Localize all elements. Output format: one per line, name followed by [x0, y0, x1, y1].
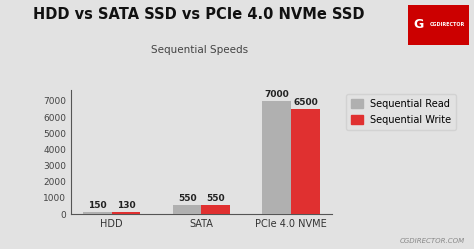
Bar [291, 109, 320, 214]
Text: 6500: 6500 [293, 98, 318, 107]
Text: HDD vs SATA SSD vs PCIe 4.0 NVMe SSD: HDD vs SATA SSD vs PCIe 4.0 NVMe SSD [33, 7, 365, 22]
Bar [173, 205, 201, 214]
Bar [83, 212, 112, 214]
Bar [112, 212, 140, 214]
Text: 130: 130 [117, 201, 136, 210]
Bar [263, 101, 291, 214]
Legend: Sequential Read, Sequential Write: Sequential Read, Sequential Write [346, 94, 456, 130]
Bar [201, 205, 230, 214]
Text: 150: 150 [88, 201, 107, 210]
Text: 550: 550 [207, 194, 225, 203]
Text: Sequential Speeds: Sequential Speeds [151, 45, 247, 55]
Text: 7000: 7000 [264, 90, 289, 99]
Text: CGDIRECTOR: CGDIRECTOR [430, 22, 465, 27]
Text: CGDIRECTOR.COM: CGDIRECTOR.COM [400, 238, 465, 244]
Text: 550: 550 [178, 194, 196, 203]
Text: G: G [414, 18, 424, 31]
